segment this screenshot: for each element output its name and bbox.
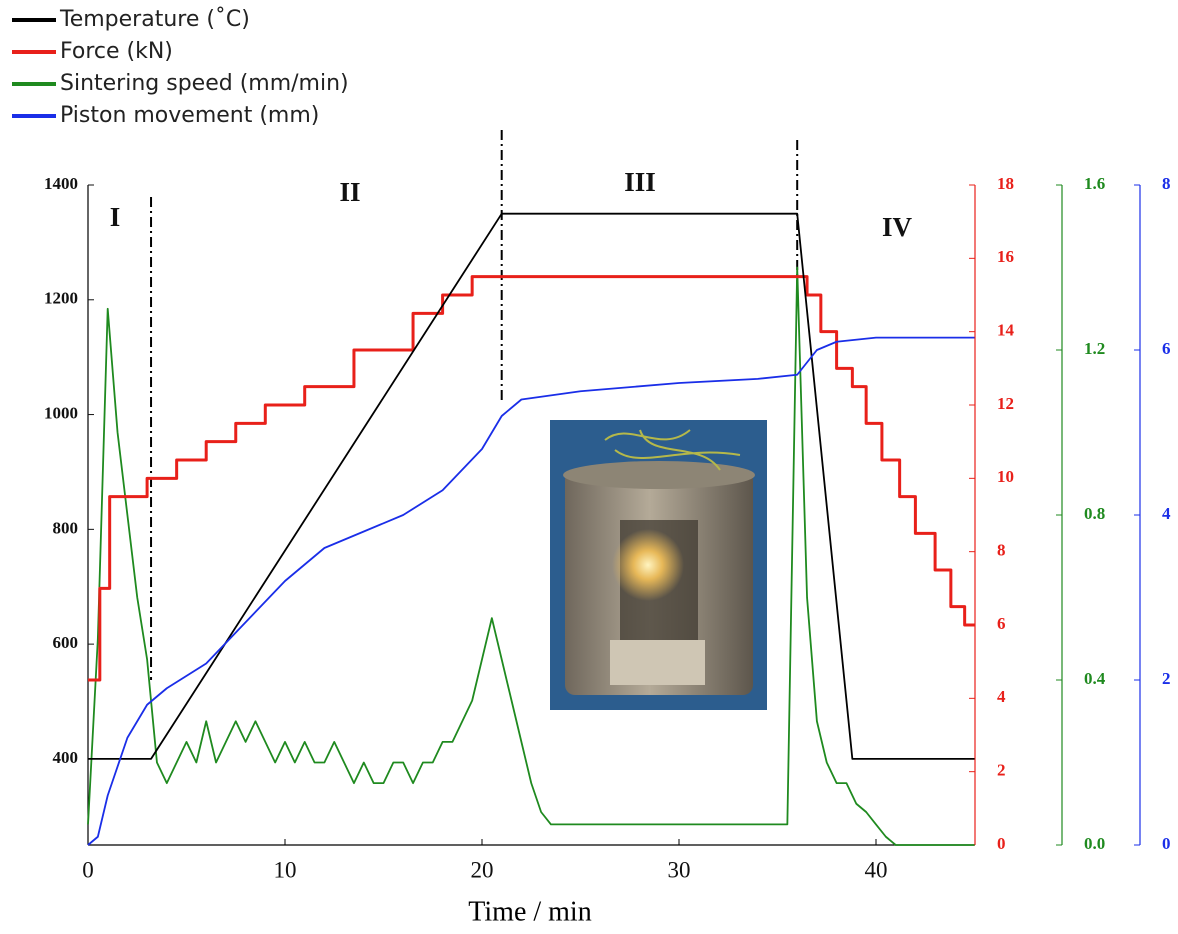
x-tick-label: 0: [82, 857, 94, 882]
y-tick-label: 0: [997, 834, 1006, 853]
y-tick-label: 6: [1162, 339, 1171, 358]
phase-label: II: [339, 177, 360, 207]
x-tick-label: 40: [865, 857, 888, 882]
y-tick-label: 14: [997, 321, 1015, 340]
y-tick-label: 2: [1162, 669, 1171, 688]
y-tick-label: 4: [1162, 504, 1171, 523]
y-tick-label: 16: [997, 247, 1014, 266]
y-tick-label: 1400: [44, 174, 78, 193]
photo-panel: [610, 640, 705, 685]
y-tick-label: 400: [53, 748, 79, 767]
legend-label: Force (kN): [60, 39, 173, 64]
y-tick-label: 800: [53, 518, 79, 537]
legend-label: Piston movement (mm): [60, 103, 319, 128]
x-tick-label: 20: [471, 857, 494, 882]
y-tick-label: 0.8: [1084, 504, 1105, 523]
y-tick-label: 1000: [44, 403, 78, 422]
y-tick-label: 1.6: [1084, 174, 1105, 193]
photo-wires: [604, 429, 741, 471]
photo-lid: [563, 461, 755, 489]
x-axis-label: Time / min: [468, 896, 591, 927]
x-tick-label: 10: [274, 857, 297, 882]
y-tick-label: 1.2: [1084, 339, 1105, 358]
series-line: [88, 275, 975, 682]
y-tick-label: 8: [997, 541, 1006, 560]
x-tick-label: 30: [668, 857, 691, 882]
y-tick-label: 600: [53, 633, 79, 652]
y-tick-label: 12: [997, 394, 1014, 413]
y-tick-label: 1200: [44, 289, 78, 308]
y-tick-label: 18: [997, 174, 1014, 193]
series-line: [87, 336, 975, 846]
y-tick-label: 0.4: [1084, 669, 1106, 688]
y-tick-label: 4: [997, 687, 1006, 706]
y-tick-label: 8: [1162, 174, 1171, 193]
y-tick-label: 2: [997, 761, 1006, 780]
y-tick-label: 0.0: [1084, 834, 1105, 853]
y-tick-label: 0: [1162, 834, 1171, 853]
phase-label: III: [624, 167, 656, 197]
series-line: [88, 212, 975, 760]
series-line: [87, 266, 975, 846]
legend-label: Sintering speed (mm/min): [60, 71, 349, 96]
y-tick-label: 6: [997, 614, 1006, 633]
phase-label: IV: [882, 212, 913, 242]
phase-label: I: [110, 202, 121, 232]
inset-photo: [550, 420, 767, 710]
y-tick-label: 10: [997, 467, 1014, 486]
photo-glow: [612, 529, 684, 601]
legend-label: Temperature (˚C): [59, 7, 250, 32]
